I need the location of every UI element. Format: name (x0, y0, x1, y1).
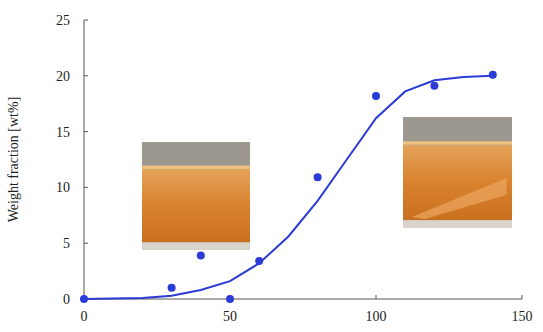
x-tick-label: 100 (366, 309, 387, 324)
y-tick (84, 187, 88, 188)
axes: 0 5 10 15 20 25 0 50 100 150 (56, 13, 533, 324)
data-point (489, 71, 497, 79)
y-axis-label: Weight fraction [wt%] (6, 97, 21, 223)
x-tick-label: 0 (81, 309, 88, 324)
y-tick-label: 10 (56, 180, 70, 195)
y-tick (84, 20, 88, 21)
x-tick (522, 295, 523, 299)
photo-liquid (403, 145, 512, 220)
chart-container: 0 5 10 15 20 25 0 50 100 150 Weight fraction [wt%] (0, 0, 543, 332)
data-point (430, 82, 438, 90)
photo-meniscus (142, 166, 250, 169)
data-point (168, 284, 176, 292)
data-point (372, 92, 380, 100)
photo-inset (403, 117, 512, 228)
y-tick-label: 15 (56, 125, 70, 140)
photo-inset (142, 142, 250, 250)
photo-background (403, 117, 512, 228)
y-tick-label: 5 (63, 236, 70, 251)
y-tick (84, 75, 88, 76)
photo-meniscus (403, 141, 512, 144)
plot-area (80, 71, 497, 303)
photo-background (142, 142, 250, 250)
photo-glass-top (142, 142, 250, 166)
data-point (197, 251, 205, 259)
y-tick (84, 131, 88, 132)
photo-glass-top (403, 117, 512, 141)
y-tick-label: 20 (56, 69, 70, 84)
x-tick-label: 50 (223, 309, 237, 324)
photo-liquid (142, 169, 250, 242)
photo-base (403, 220, 512, 228)
y-tick-label: 0 (63, 292, 70, 307)
photo-gel (412, 178, 507, 219)
chart-svg: 0 5 10 15 20 25 0 50 100 150 Weight fraction [wt%] (0, 0, 543, 332)
data-point (314, 173, 322, 181)
photo-base (142, 242, 250, 250)
y-tick-label: 25 (56, 13, 70, 28)
data-point (80, 295, 88, 303)
x-tick-label: 150 (512, 309, 533, 324)
y-tick (84, 243, 88, 244)
x-axis-line (84, 299, 522, 300)
x-tick (376, 295, 377, 299)
data-point (255, 257, 263, 265)
data-point (226, 295, 234, 303)
y-axis-line (84, 20, 85, 299)
fit-line (84, 76, 493, 299)
